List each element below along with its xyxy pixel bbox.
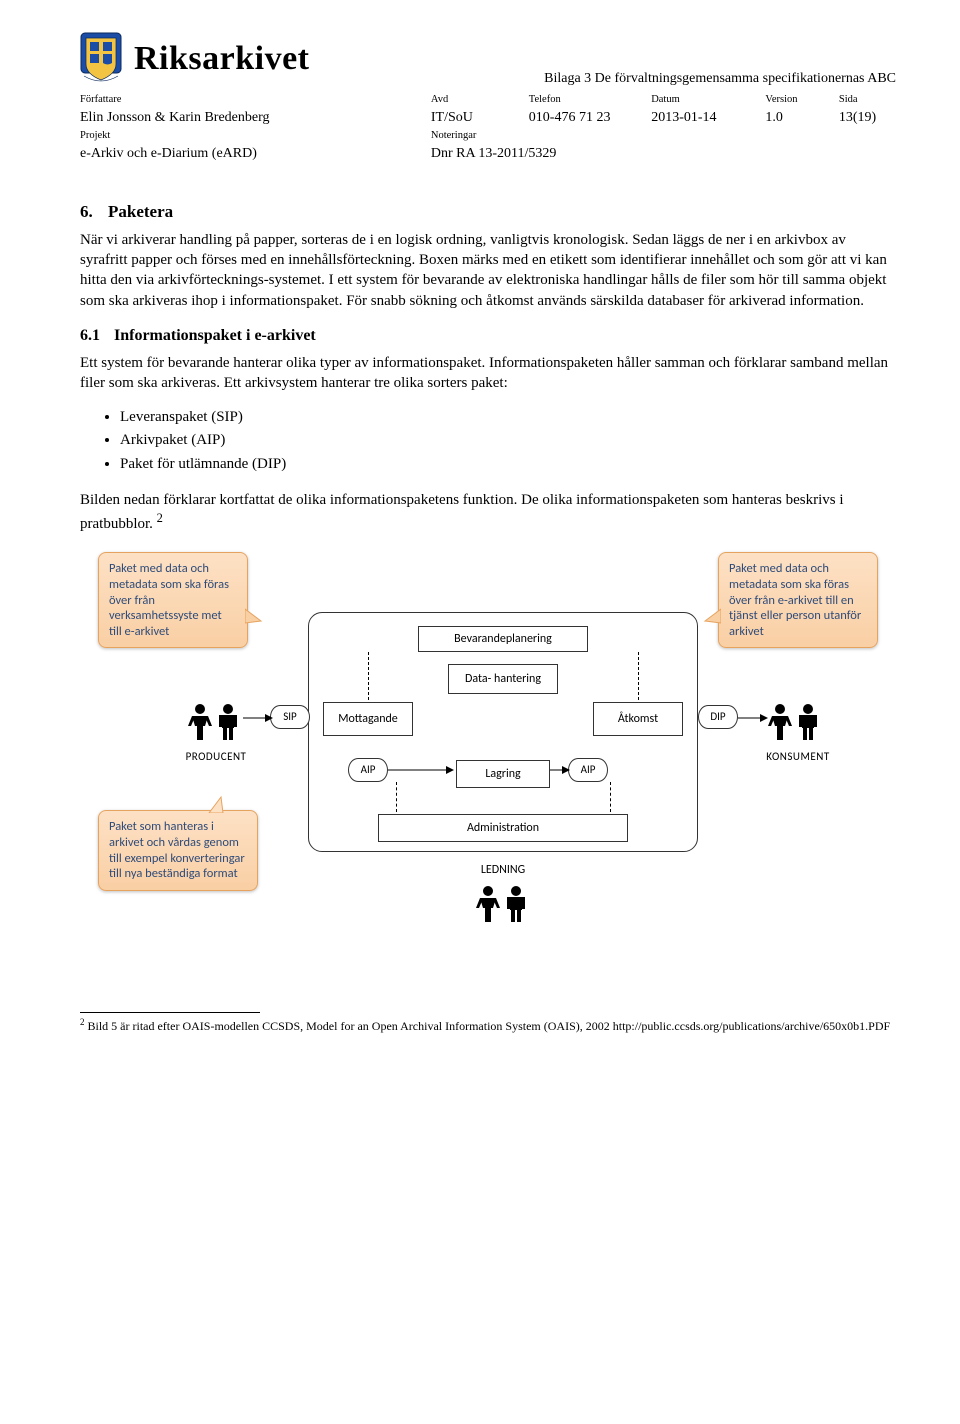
callout-tail-icon [703,605,721,627]
callout-aip: Paket som hanteras i arkivet och vårdas … [98,810,258,891]
footnote-2: 2 Bild 5 är ritad efter OAIS-modellen CC… [80,1017,896,1035]
meta-label-telefon: Telefon [529,93,651,108]
oval-aip-right: AIP [568,758,608,782]
footnote-ref-2: 2 [157,511,163,525]
actor-ledning-icon [476,884,530,930]
section-6-paragraph: När vi arkiverar handling på papper, sor… [80,230,896,311]
box-bevarandeplanering: Bevarandeplanering [418,626,588,652]
meta-projekt: e-Arkiv och e-Diarium (eARD) [80,144,431,165]
section-6-num: 6. [80,201,108,224]
arrow-icon [738,712,768,724]
box-atkomst: Åtkomst [593,702,683,736]
oval-sip: SIP [270,705,310,729]
box-datahantering: Data- hantering [448,664,558,694]
arrow-icon [550,764,570,776]
dashed-line [610,782,611,812]
oval-dip: DIP [698,705,738,729]
meta-label-avd: Avd [431,93,529,108]
meta-label-projekt: Projekt [80,129,431,144]
meta-noteringar: Dnr RA 13-2011/5329 [431,144,896,165]
list-item: Leveranspaket (SIP) [120,407,896,427]
label-ledning: LEDNING [463,862,543,878]
box-lagring: Lagring [456,760,550,788]
meta-telefon: 010-476 71 23 [529,108,651,129]
callout-dip: Paket med data och metadata som ska föra… [718,552,878,648]
section-6-1-para2: Bilden nedan förklarar kortfattat de oli… [80,490,896,535]
oval-aip-left: AIP [348,758,388,782]
callout-aip-text: Paket som hanteras i arkivet och vårdas … [109,819,245,881]
dashed-line [396,782,397,812]
arrow-icon [243,712,273,724]
actor-konsument-icon [768,702,822,748]
section-6-1-title: Informationspaket i e-arkivet [114,327,316,344]
dashed-line [638,652,639,700]
section-6-title: Paketera [108,202,173,221]
meta-author: Elin Jonsson & Karin Bredenberg [80,108,431,129]
meta-label-noteringar: Noteringar [431,129,896,144]
section-6-1-num: 6.1 [80,325,114,347]
para2-text: Bilden nedan förklarar kortfattat de oli… [80,492,844,532]
section-6-1-para1: Ett system för bevarande hanterar olika … [80,353,896,394]
box-administration: Administration [378,814,628,842]
meta-label-sida: Sida [839,93,896,108]
meta-sida: 13(19) [839,108,896,129]
meta-version: 1.0 [765,108,838,129]
meta-label-author: Författare [80,93,431,108]
oais-diagram: Paket med data och metadata som ska föra… [98,552,878,972]
document-meta-table: Författare Avd Telefon Datum Version Sid… [80,93,896,165]
callout-sip-text: Paket med data och metadata som ska föra… [109,561,229,639]
label-producent: PRODUCENT [176,750,256,765]
arrow-icon [388,764,454,776]
meta-avd: IT/SoU [431,108,529,129]
footnote-text: Bild 5 är ritad efter OAIS-modellen CCSD… [85,1019,891,1033]
callout-tail-icon [205,795,227,813]
box-mottagande: Mottagande [323,702,413,736]
meta-datum: 2013-01-14 [651,108,765,129]
section-6-1-heading: 6.1Informationspaket i e-arkivet [80,325,896,347]
dashed-line [368,652,369,700]
meta-label-datum: Datum [651,93,765,108]
org-name: Riksarkivet [134,36,310,82]
package-type-list: Leveranspaket (SIP) Arkivpaket (AIP) Pak… [120,407,896,474]
actor-producent-icon [188,702,242,748]
callout-sip: Paket med data och metadata som ska föra… [98,552,248,648]
list-item: Paket för utlämnande (DIP) [120,454,896,474]
callout-dip-text: Paket med data och metadata som ska föra… [729,561,861,639]
section-6-heading: 6.Paketera [80,201,896,224]
list-item: Arkivpaket (AIP) [120,430,896,450]
label-konsument: KONSUMENT [758,750,838,765]
footnote-separator [80,1012,260,1013]
callout-tail-icon [245,605,263,627]
riksarkivet-logo-icon [80,32,122,86]
meta-label-version: Version [765,93,838,108]
